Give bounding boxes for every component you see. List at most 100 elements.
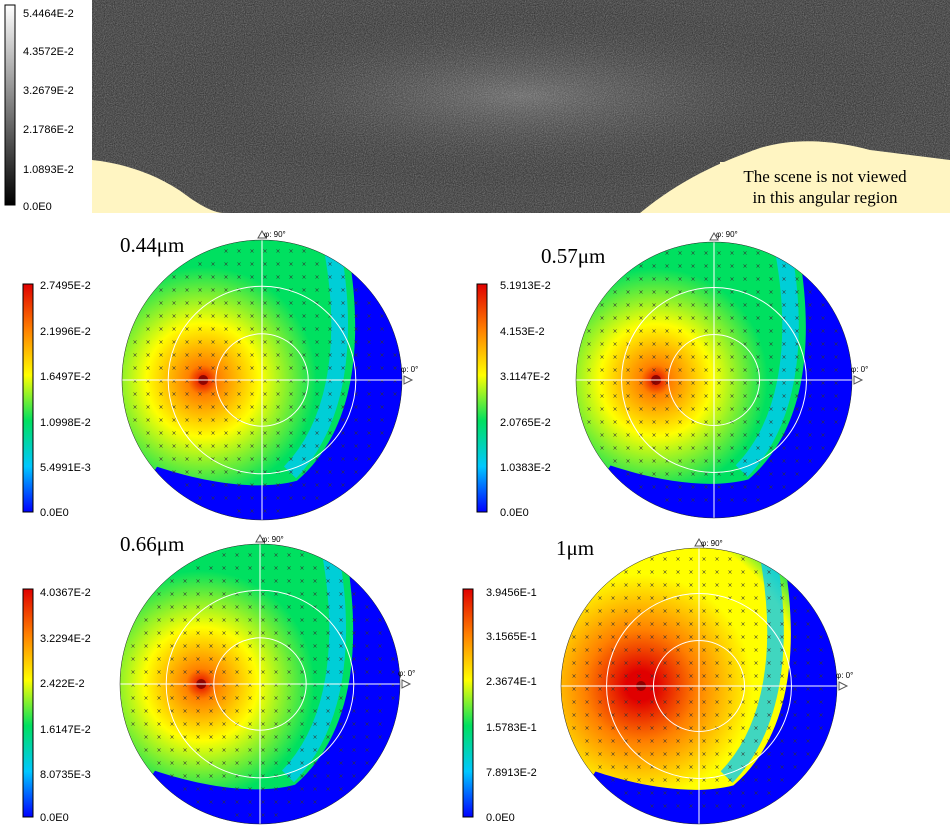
sample-point: ×	[716, 393, 721, 400]
sample-point: ×	[766, 582, 771, 589]
sample-point: ×	[340, 456, 345, 463]
sample-point: ×	[675, 686, 680, 693]
sample-point: ×	[299, 695, 304, 702]
sample-point: ×	[677, 302, 682, 309]
sample-point: ×	[675, 621, 680, 628]
sample-point: ×	[729, 484, 734, 491]
sample-point: ×	[675, 712, 680, 719]
sample-point: ×	[638, 328, 643, 335]
sample-point: ×	[249, 456, 254, 463]
sample-point: ×	[820, 406, 825, 413]
sample-point: ×	[625, 315, 630, 322]
sample-point: ×	[716, 367, 721, 374]
sample-point: ×	[143, 747, 148, 754]
sample-point: ×	[753, 634, 758, 641]
sample-point: ×	[234, 786, 239, 793]
sample-point: ×	[662, 790, 667, 797]
sample-point: ×	[197, 313, 202, 320]
sample-point: ×	[221, 643, 226, 650]
sample-point: ×	[145, 404, 150, 411]
sample-point: ×	[171, 391, 176, 398]
sample-point: ×	[221, 565, 226, 572]
sample-point: ×	[638, 432, 643, 439]
sample-point: ×	[145, 417, 150, 424]
sample-point: ×	[623, 712, 628, 719]
sample-point: ×	[779, 673, 784, 680]
sample-point: ×	[740, 790, 745, 797]
sample-point: ×	[779, 725, 784, 732]
sample-point: ×	[236, 443, 241, 450]
sample-point: ×	[234, 773, 239, 780]
sample-point: ×	[275, 261, 280, 268]
sample-point: ×	[364, 734, 369, 741]
sample-point: ×	[208, 786, 213, 793]
sample-point: ×	[651, 393, 656, 400]
panel-3-unviewed-region	[561, 548, 837, 824]
panel-0-polar-plot: × × × × × × × × × × × × × × × × × × × × × × × × × × × × × × × × × × × × × × × ×…	[121, 229, 414, 521]
sample-point: ×	[612, 432, 617, 439]
sample-point: ×	[273, 799, 278, 806]
sample-point: ×	[301, 378, 306, 385]
sample-point: ×	[273, 669, 278, 676]
sample-point: ×	[638, 393, 643, 400]
sample-point: ×	[740, 803, 745, 810]
sample-point: ×	[314, 339, 319, 346]
sample-point: ×	[184, 417, 189, 424]
sample-point: ×	[703, 471, 708, 478]
sample-point: ×	[379, 391, 384, 398]
sample-point: ×	[169, 695, 174, 702]
sample-point: ×	[247, 721, 252, 728]
sample-point: ×	[729, 354, 734, 361]
sample-point: ×	[688, 608, 693, 615]
sample-point: ×	[584, 608, 589, 615]
sample-point: ×	[273, 786, 278, 793]
sample-point: ×	[286, 669, 291, 676]
sample-point: ×	[753, 582, 758, 589]
sample-point: ×	[625, 380, 630, 387]
sample-point: ×	[794, 315, 799, 322]
sample-point: ×	[807, 354, 812, 361]
sample-point: ×	[727, 673, 732, 680]
sample-point: ×	[729, 393, 734, 400]
sample-point: ×	[703, 315, 708, 322]
sample-point: ×	[314, 287, 319, 294]
sample-point: ×	[169, 669, 174, 676]
sample-point: ×	[327, 287, 332, 294]
sample-point: ×	[262, 508, 267, 515]
sample-point: ×	[223, 352, 228, 359]
sample-point: ×	[208, 643, 213, 650]
sample-point: ×	[781, 393, 786, 400]
sample-point: ×	[197, 365, 202, 372]
sample-point: ×	[690, 289, 695, 296]
sample-point: ×	[286, 760, 291, 767]
sample-point: ×	[651, 289, 656, 296]
panel-2-phi-90-label: φ: 90°	[262, 535, 284, 544]
panel-1-colorbar: 5.1913E-2 4.153E-2 3.1147E-2 2.0765E-2 1…	[476, 280, 551, 519]
sample-point: ×	[727, 699, 732, 706]
sample-point: ×	[182, 617, 187, 624]
sample-point: ×	[273, 591, 278, 598]
sample-point: ×	[338, 591, 343, 598]
sample-point: ×	[610, 712, 615, 719]
sample-point: ×	[727, 777, 732, 784]
sample-point: ×	[794, 341, 799, 348]
sample-point: ×	[171, 443, 176, 450]
sample-point: ×	[649, 751, 654, 758]
sample-point: ×	[727, 725, 732, 732]
sample-point: ×	[727, 738, 732, 745]
sample-point: ×	[584, 751, 589, 758]
sample-point: ×	[353, 326, 358, 333]
sample-point: ×	[273, 695, 278, 702]
sample-point: ×	[610, 725, 615, 732]
sample-point: ×	[210, 300, 215, 307]
sample-point: ×	[286, 708, 291, 715]
sample-point: ×	[195, 786, 200, 793]
sample-point: ×	[623, 738, 628, 745]
panel-0-tick-3: 1.0998E-2	[40, 417, 91, 429]
sample-point: ×	[623, 595, 628, 602]
sample-point: ×	[597, 608, 602, 615]
sample-point: ×	[158, 300, 163, 307]
panel-3-edge-band	[720, 553, 784, 783]
sample-point: ×	[273, 604, 278, 611]
